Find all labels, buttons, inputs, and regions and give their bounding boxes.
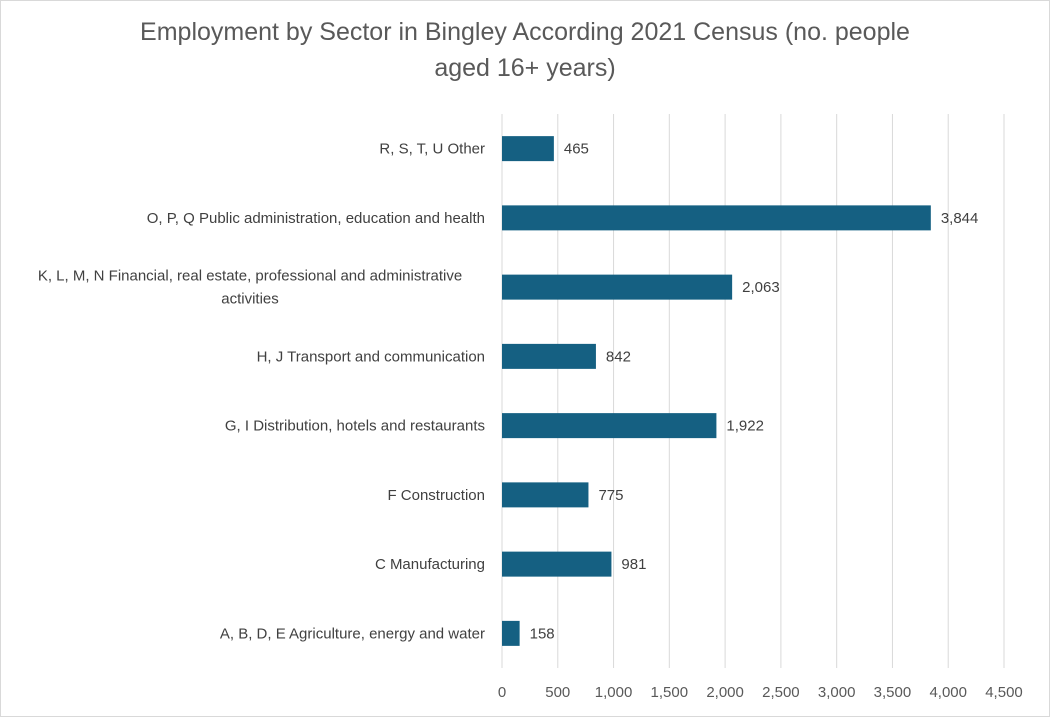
bar: [502, 274, 733, 300]
data-label: 465: [564, 141, 589, 158]
x-tick-label: 500: [545, 684, 570, 701]
category-label-line: H, J Transport and communication: [257, 348, 485, 365]
category-label: G, I Distribution, hotels and restaurant…: [225, 418, 485, 435]
category-label-line: G, I Distribution, hotels and restaurant…: [225, 418, 485, 435]
category-label: C Manufacturing: [375, 556, 485, 573]
data-label: 3,844: [941, 210, 979, 227]
chart-title: Employment by Sector in Bingley Accordin…: [100, 14, 950, 86]
value-labels: 465 3,844 2,063 842 1,922 775 981 158: [530, 141, 979, 643]
x-tick-label: 4,000: [929, 684, 967, 701]
category-label: O, P, Q Public administration, education…: [147, 210, 485, 227]
data-label: 842: [606, 348, 631, 365]
data-label: 158: [530, 625, 555, 642]
category-label: A, B, D, E Agriculture, energy and water: [220, 625, 485, 642]
bar: [502, 482, 589, 508]
x-tick-label: 2,500: [762, 684, 800, 701]
category-label: R, S, T, U Other: [379, 141, 485, 158]
chart-title-line-2: aged 16+ years): [434, 54, 616, 82]
category-labels: R, S, T, U Other O, P, Q Public administr…: [38, 141, 485, 643]
bars: [502, 136, 931, 646]
bar: [502, 413, 717, 439]
x-tick-label: 3,000: [818, 684, 856, 701]
category-label-line: A, B, D, E Agriculture, energy and water: [220, 625, 485, 642]
gridlines: [501, 114, 1005, 668]
bar: [502, 205, 931, 231]
x-axis-tick-labels: 0 500 1,000 1,500 2,000 2,500 3,000 3,500 4,000 4…: [498, 684, 1023, 701]
category-label: K, L, M, N Financial, real estate, profe…: [38, 268, 462, 308]
bar: [502, 136, 554, 162]
x-tick-label: 2,000: [706, 684, 744, 701]
x-tick-label: 0: [498, 684, 506, 701]
data-label: 2,063: [742, 279, 780, 296]
bar: [502, 620, 520, 646]
category-label: F Construction: [387, 487, 485, 504]
category-label-line: F Construction: [387, 487, 485, 504]
bar: [502, 551, 612, 577]
chart-title-line-1: Employment by Sector in Bingley Accordin…: [140, 18, 910, 46]
x-tick-label: 1,500: [651, 684, 689, 701]
x-tick-label: 4,500: [985, 684, 1023, 701]
category-label: H, J Transport and communication: [257, 348, 485, 365]
x-tick-label: 3,500: [874, 684, 912, 701]
data-label: 775: [598, 487, 623, 504]
category-label-line: C Manufacturing: [375, 556, 485, 573]
category-label-line: O, P, Q Public administration, education…: [147, 210, 485, 227]
bar: [502, 343, 596, 369]
category-label-line: K, L, M, N Financial, real estate, profe…: [38, 268, 462, 285]
data-label: 1,922: [726, 418, 764, 435]
category-label-line: R, S, T, U Other: [379, 141, 485, 158]
x-tick-label: 1,000: [595, 684, 633, 701]
category-label-line: activities: [221, 291, 279, 308]
data-label: 981: [621, 556, 646, 573]
